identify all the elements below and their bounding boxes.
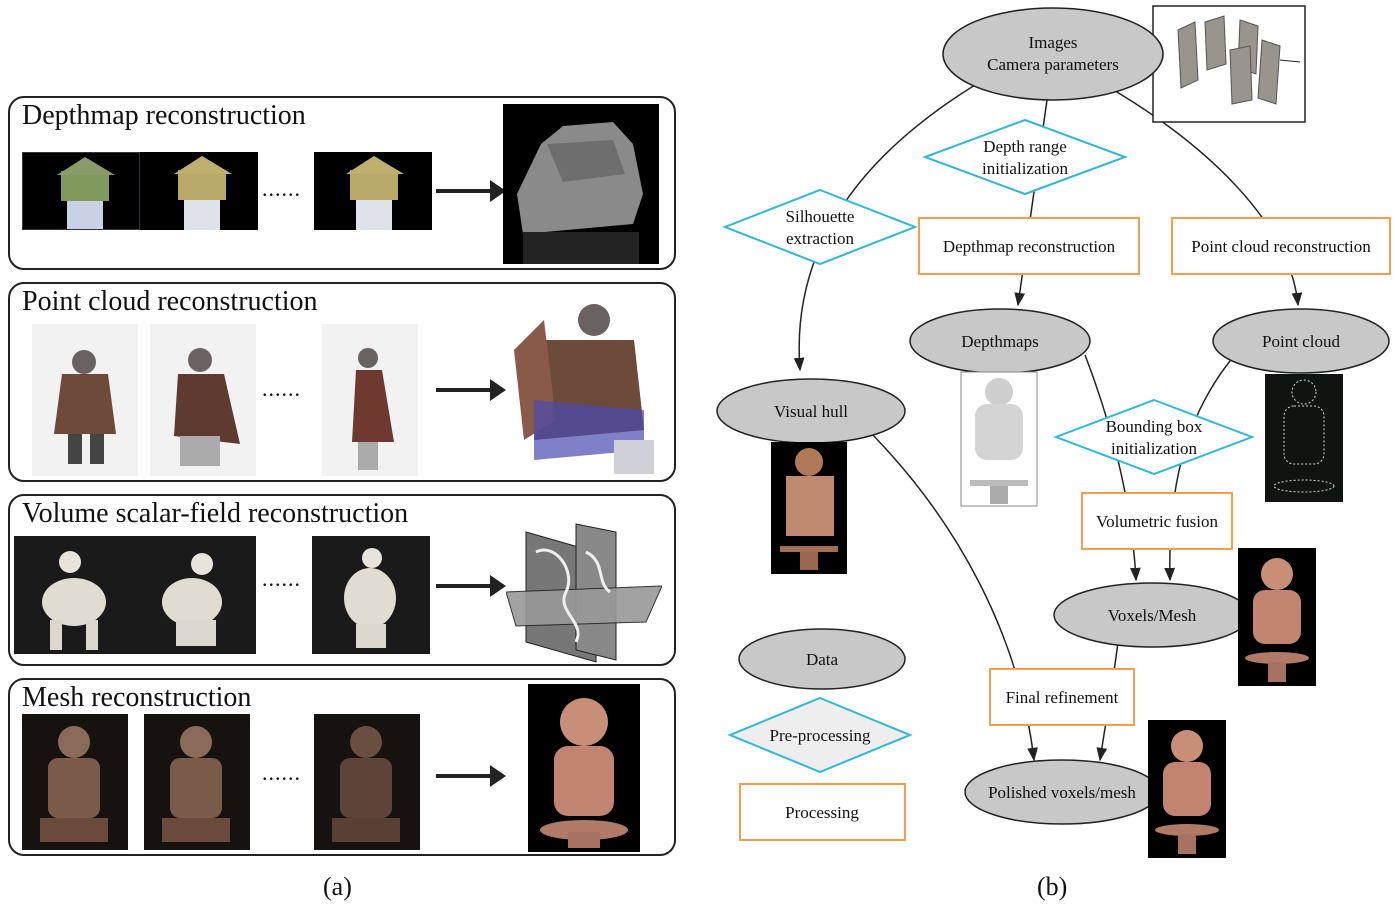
panel-point-cloud: Point cloud reconstruction ...... bbox=[8, 282, 676, 482]
node-label: extraction bbox=[786, 229, 854, 248]
caption-a: (a) bbox=[323, 872, 352, 901]
input-image bbox=[14, 536, 138, 654]
input-image bbox=[140, 152, 258, 230]
ellipsis: ...... bbox=[262, 760, 301, 785]
node-polished: Polished voxels/mesh bbox=[964, 759, 1160, 825]
node-label: initialization bbox=[1111, 439, 1197, 458]
arrow-right-icon bbox=[436, 379, 506, 401]
node-volumetric-fusion: Volumetric fusion bbox=[1081, 492, 1233, 550]
node-final-refinement: Final refinement bbox=[989, 668, 1135, 726]
depthmap-result-image bbox=[503, 104, 659, 264]
input-image bbox=[144, 714, 250, 850]
panel-mesh: Mesh reconstruction ...... bbox=[8, 678, 676, 856]
depthmap-thumbnail bbox=[960, 371, 1038, 507]
panel-depthmap: Depthmap reconstruction ...... bbox=[8, 96, 676, 270]
node-label: Voxels/Mesh bbox=[1108, 606, 1197, 625]
legend-data: Data bbox=[738, 628, 906, 690]
node-label: Depth range bbox=[983, 137, 1067, 156]
ellipsis: ...... bbox=[262, 566, 301, 591]
node-label: Depthmap reconstruction bbox=[943, 237, 1116, 256]
node-label: Camera parameters bbox=[987, 55, 1119, 74]
input-image bbox=[314, 714, 420, 850]
node-label: Bounding box bbox=[1106, 417, 1203, 436]
voxels-mesh-thumbnail bbox=[1238, 548, 1316, 686]
panel-title: Point cloud reconstruction bbox=[22, 286, 318, 317]
node-label: Final refinement bbox=[1006, 688, 1119, 707]
camera-setup-icon bbox=[1152, 5, 1306, 123]
ellipsis: ...... bbox=[262, 176, 301, 201]
node-label: Polished voxels/mesh bbox=[988, 783, 1136, 802]
visual-hull-thumbnail bbox=[771, 442, 847, 574]
arrow-right-icon bbox=[436, 765, 506, 787]
input-image bbox=[312, 536, 430, 654]
panel-title: Depthmap reconstruction bbox=[22, 100, 306, 131]
node-label: Point cloud bbox=[1262, 332, 1340, 351]
panel-title: Volume scalar-field reconstruction bbox=[22, 498, 409, 529]
node-silhouette-extraction: Silhouette extraction bbox=[722, 188, 918, 266]
legend-label: Data bbox=[806, 650, 839, 669]
polished-thumbnail bbox=[1148, 720, 1226, 858]
node-visual-hull: Visual hull bbox=[716, 378, 906, 444]
mesh-result-image bbox=[528, 684, 640, 852]
node-label: Images bbox=[1028, 33, 1077, 52]
node-depthmap-reconstruction: Depthmap reconstruction bbox=[918, 217, 1140, 275]
flowchart-b: Images Camera parameters Depth range ini… bbox=[716, 5, 1391, 858]
input-image bbox=[32, 324, 138, 476]
legend-label: Processing bbox=[785, 803, 859, 822]
input-image bbox=[136, 536, 256, 654]
node-label: Point cloud reconstruction bbox=[1191, 237, 1371, 256]
node-depthmaps: Depthmaps bbox=[909, 308, 1091, 374]
node-depth-range-init: Depth range initialization bbox=[922, 118, 1128, 196]
node-label: Depthmaps bbox=[961, 332, 1038, 351]
input-image bbox=[150, 324, 256, 476]
point-cloud-result-image bbox=[504, 290, 664, 478]
legend: Data Pre-processing Processing bbox=[727, 628, 913, 841]
node-voxels-mesh: Voxels/Mesh bbox=[1053, 582, 1251, 648]
panel-volume-scalar-field: Volume scalar-field reconstruction .....… bbox=[8, 494, 676, 666]
arrow-right-icon bbox=[436, 575, 506, 597]
input-image bbox=[322, 324, 418, 476]
legend-processing: Processing bbox=[739, 783, 906, 841]
legend-preprocessing: Pre-processing bbox=[727, 696, 913, 774]
node-bbox-init: Bounding box initialization bbox=[1053, 398, 1255, 476]
input-image bbox=[314, 152, 432, 230]
caption-b: (b) bbox=[1037, 872, 1068, 901]
node-pointcloud-reconstruction: Point cloud reconstruction bbox=[1171, 217, 1391, 275]
node-label: Visual hull bbox=[774, 402, 848, 421]
node-point-cloud: Point cloud bbox=[1212, 308, 1390, 374]
volume-slices-result-image bbox=[505, 522, 663, 664]
point-cloud-thumbnail bbox=[1265, 374, 1343, 502]
node-label: initialization bbox=[982, 159, 1068, 178]
edge-depthmaps-to-voxels bbox=[1084, 354, 1141, 582]
input-image bbox=[22, 714, 128, 850]
arrow-right-icon bbox=[436, 180, 506, 202]
node-label: Silhouette bbox=[786, 207, 855, 226]
input-image bbox=[22, 152, 140, 230]
legend-label: Pre-processing bbox=[769, 726, 871, 745]
node-images: Images Camera parameters bbox=[942, 7, 1164, 101]
ellipsis: ...... bbox=[262, 376, 301, 401]
node-label: Volumetric fusion bbox=[1096, 512, 1218, 531]
panel-title: Mesh reconstruction bbox=[22, 682, 252, 713]
